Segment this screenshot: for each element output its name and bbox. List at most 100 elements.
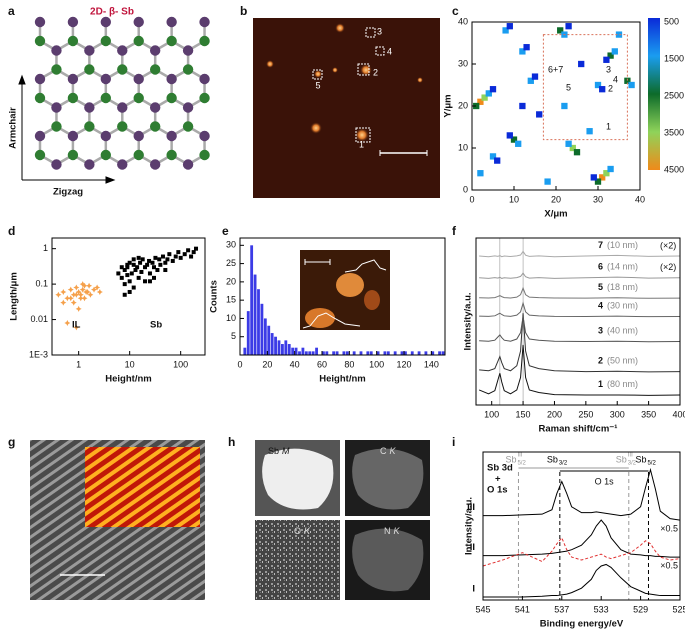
atom	[51, 159, 62, 170]
intensity-pixel	[615, 31, 623, 38]
x-tick-label: 350	[641, 409, 656, 419]
map-line: K	[304, 526, 311, 536]
point	[186, 248, 191, 253]
peak-sup: III	[517, 453, 522, 459]
atom	[182, 121, 194, 132]
plot-frame	[51, 237, 206, 356]
intensity-pixel	[599, 174, 606, 181]
atom	[34, 16, 46, 28]
intensity-pixel	[510, 136, 518, 143]
bar	[332, 351, 336, 355]
colorbar	[648, 18, 660, 170]
point	[67, 295, 74, 302]
point	[64, 295, 71, 302]
panel-label: h	[228, 435, 235, 449]
atom	[149, 64, 161, 75]
point	[163, 260, 168, 265]
series-label: 1 (80 nm)	[598, 379, 638, 389]
x-axis-title: Height/nm	[105, 374, 151, 385]
peak-sub: 5/2	[517, 461, 526, 467]
y-tick-label: 20	[458, 100, 468, 110]
point	[173, 254, 178, 259]
region-box	[542, 34, 628, 141]
colorbar-tick-label: 1500	[664, 53, 684, 63]
atom	[67, 130, 79, 142]
bar	[298, 351, 301, 355]
point	[147, 271, 152, 276]
colorbar-tick-label: 2500	[664, 90, 684, 100]
point	[133, 268, 138, 273]
point	[125, 262, 130, 267]
series-label: 7 (10 nm)	[598, 240, 638, 250]
series-size: (50 nm)	[607, 356, 638, 366]
intensity-pixel	[515, 140, 522, 147]
bar	[441, 351, 445, 355]
intensity-pixel	[506, 23, 513, 30]
intensity-pixel	[519, 48, 526, 55]
point	[176, 250, 181, 255]
bar	[260, 303, 264, 355]
point	[83, 288, 90, 295]
series-label: 4 (30 nm)	[598, 301, 638, 311]
o1s-label: O 1s	[595, 476, 615, 486]
series-name: 5	[598, 282, 603, 292]
intensity-pixel	[473, 102, 480, 110]
intensity-pixel	[561, 102, 568, 110]
atom	[166, 16, 177, 28]
x-tick-label: 100	[484, 409, 499, 419]
atom	[34, 73, 46, 85]
y-tick-label: 30	[226, 240, 236, 250]
atom	[100, 149, 112, 161]
series-label: 2 (50 nm)	[598, 356, 638, 366]
bar	[404, 351, 407, 355]
y-tick-label: 0	[463, 184, 468, 194]
spectrum	[482, 536, 681, 567]
atom	[149, 159, 161, 170]
bar	[315, 347, 318, 355]
x-tick-label: 20	[262, 359, 272, 369]
atom	[51, 121, 62, 132]
intensity-pixel	[477, 170, 484, 177]
map-element: C	[380, 446, 387, 456]
point	[160, 254, 165, 259]
point	[131, 257, 136, 262]
point	[153, 255, 158, 260]
x-tick-label: 30	[593, 194, 603, 204]
atom	[117, 64, 128, 75]
panel-label: d	[8, 224, 15, 238]
atom	[100, 73, 112, 85]
intensity-pixel	[485, 90, 492, 97]
point	[79, 286, 86, 293]
bar	[393, 351, 397, 355]
point	[194, 246, 199, 251]
atom	[166, 149, 177, 161]
intensity-pixel	[603, 170, 610, 177]
afm-inset	[300, 250, 390, 330]
intensity-pixel	[527, 77, 534, 84]
afm-image	[253, 18, 440, 198]
panel-label: a	[8, 4, 15, 18]
intensity-pixel	[536, 111, 543, 118]
series-name: 6	[598, 262, 603, 272]
bar	[311, 351, 315, 355]
atom	[133, 73, 144, 85]
series-size: (14 nm)	[607, 262, 638, 272]
x-tick-label: 120	[396, 359, 411, 369]
bar	[246, 311, 250, 355]
map-element: N	[384, 526, 391, 536]
bar	[287, 344, 291, 355]
x-tick-label: 40	[635, 194, 645, 204]
spectrum	[478, 344, 681, 396]
atom	[34, 35, 46, 47]
marker-label: 2	[373, 67, 378, 77]
panel-label: g	[8, 435, 15, 449]
atom	[133, 130, 144, 142]
atom	[199, 92, 210, 104]
atom	[182, 159, 194, 170]
axes-arrows	[18, 74, 116, 184]
point	[178, 255, 183, 260]
atom	[199, 16, 210, 28]
series-factor: (×2)	[660, 240, 676, 250]
x-axis-title: Raman shift/cm⁻¹	[539, 424, 618, 435]
atom	[84, 159, 95, 170]
